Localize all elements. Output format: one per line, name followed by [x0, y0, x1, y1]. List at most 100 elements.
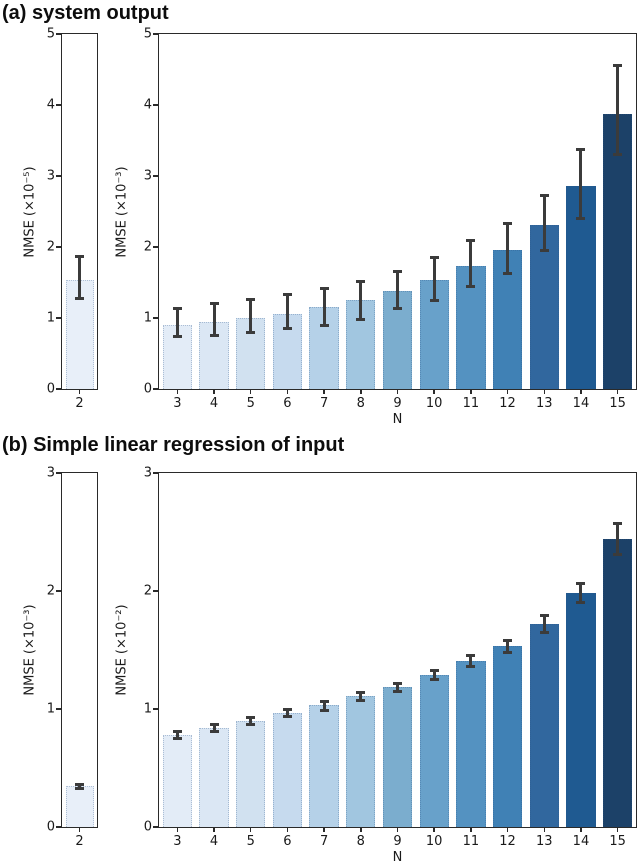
error-bar-cap-bottom [466, 284, 476, 288]
x-tick-label: 6 [283, 396, 292, 411]
y-tick-label: 3 [46, 168, 55, 184]
error-bar-cap-bottom [172, 334, 182, 338]
error-bar-line [285, 294, 289, 329]
x-tick-mark [470, 389, 472, 394]
x-tick-label: 2 [75, 396, 84, 411]
x-tick-label: 6 [283, 834, 292, 849]
y-tick-mark [55, 104, 61, 106]
bar [566, 593, 596, 827]
error-bar-cap-top [282, 293, 292, 297]
error-bar-cap-top [466, 654, 476, 658]
x-tick-label: 8 [356, 834, 365, 849]
error-bar-line [175, 308, 179, 337]
y-tick-label: 1 [46, 310, 55, 326]
y-tick-mark [55, 175, 61, 177]
x-tick-label: 8 [356, 396, 365, 411]
bar [199, 727, 229, 827]
y-tick-label: 1 [143, 310, 152, 326]
x-tick-mark [249, 827, 252, 832]
bar [456, 660, 486, 827]
error-bar-cap-top [209, 302, 219, 306]
y-tick-label: 0 [46, 381, 55, 397]
x-tick-mark [396, 389, 399, 394]
error-bar-cap-top [429, 256, 439, 260]
error-bar-line [616, 65, 620, 155]
error-bar-line [579, 149, 583, 219]
bar [529, 624, 559, 827]
x-tick-label: 13 [535, 834, 553, 849]
bar [162, 734, 192, 827]
error-bar-cap-top [209, 722, 219, 726]
error-bar-cap-bottom [209, 334, 219, 338]
x-tick-label: 15 [609, 396, 626, 411]
y-tick-label: 5 [143, 26, 152, 42]
x-tick-label: 14 [572, 396, 590, 411]
x-tick-label: 5 [246, 834, 255, 849]
x-tick-label: 3 [173, 396, 182, 411]
y-tick-mark [55, 826, 61, 828]
y-tick-label: 0 [46, 819, 55, 835]
error-bar-line [469, 655, 473, 667]
error-bar-cap-top [282, 707, 292, 711]
error-bar-cap-bottom [613, 552, 623, 556]
error-bar-cap-top [246, 298, 256, 302]
error-bar-line [616, 523, 620, 555]
x-tick-mark [543, 389, 546, 394]
y-tick-label: 0 [143, 819, 152, 835]
error-bar-cap-bottom [246, 722, 256, 726]
error-bar-line [212, 724, 216, 732]
x-tick-mark [286, 389, 289, 394]
y-axis-label: NMSE (×10⁻³) [22, 604, 38, 696]
x-tick-label: 5 [246, 396, 255, 411]
error-bar-cap-bottom [429, 299, 439, 303]
error-bar-cap-bottom [503, 650, 513, 654]
error-bar-line [396, 271, 399, 309]
y-tick-label: 2 [143, 239, 152, 255]
x-axis-label: N [392, 412, 403, 427]
x-tick-label: 7 [319, 834, 329, 849]
x-tick-mark [323, 389, 325, 394]
error-bar-cap-top [539, 614, 549, 618]
bar [492, 646, 523, 827]
error-bar-cap-top [356, 279, 366, 283]
error-bar-cap-top [613, 522, 623, 526]
error-bar-line [78, 256, 81, 299]
y-tick-label: 5 [46, 26, 55, 42]
y-tick-mark [152, 246, 158, 248]
x-tick-mark [580, 827, 582, 832]
x-tick-mark [433, 389, 435, 394]
bar [272, 712, 303, 827]
x-tick-mark [470, 827, 472, 832]
x-tick-label: 12 [499, 834, 516, 849]
y-tick-mark [55, 317, 61, 319]
x-tick-mark [506, 827, 509, 832]
x-tick-mark [396, 827, 399, 832]
error-bar-line [249, 299, 253, 333]
error-bar-cap-bottom [319, 708, 329, 712]
x-tick-mark [433, 827, 435, 832]
y-tick-mark [55, 708, 61, 710]
bar [602, 113, 633, 389]
panel-a-left-axes: 0 1 2 3 4 5 2 NMSE (×10⁻⁵) [23, 28, 98, 410]
error-bar-line [322, 701, 326, 711]
error-bar-cap-bottom [393, 689, 402, 693]
panel-b-right-axes: 0 1 2 3 3 4 5 6 7 8 9 10 11 12 13 14 15 NMSE (×10⁻²) N [115, 467, 637, 864]
x-tick-label: 11 [462, 396, 480, 411]
x-tick-label: 7 [319, 396, 329, 411]
panel-b-title: (b) Simple linear regression of input [2, 434, 345, 456]
error-bar-cap-bottom [75, 297, 84, 301]
x-tick-mark [360, 389, 362, 394]
error-bar-cap-top [539, 193, 549, 197]
error-bar-cap-top [246, 715, 256, 719]
error-bar-line [542, 615, 546, 633]
bar [236, 720, 266, 827]
error-bar-cap-bottom [319, 323, 329, 327]
error-bar-cap-top [172, 306, 182, 310]
x-tick-label: 14 [572, 834, 590, 849]
error-bar-line [322, 288, 326, 326]
error-bar-cap-top [576, 582, 586, 586]
x-tick-mark [616, 389, 619, 394]
bar [529, 225, 559, 389]
x-tick-label: 9 [393, 396, 402, 411]
